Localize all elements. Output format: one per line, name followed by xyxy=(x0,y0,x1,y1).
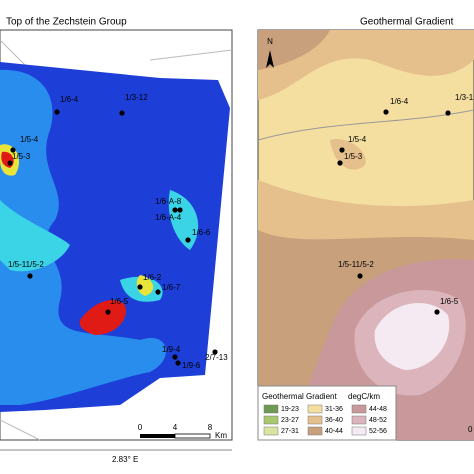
well-label: 1/6-A-8 xyxy=(155,197,182,206)
legend xyxy=(257,385,397,441)
gradient-band xyxy=(330,139,366,170)
zechstein-band xyxy=(0,69,167,405)
well-label: 1/6-4 xyxy=(390,97,409,106)
well-label: 1/5-3 xyxy=(344,152,363,161)
legend-swatch xyxy=(263,404,279,414)
legend-label: 52-56 xyxy=(369,428,387,435)
zechstein-highs xyxy=(0,190,199,302)
well-label: 1/6-4 xyxy=(60,95,79,104)
scale-segment xyxy=(174,433,211,439)
zechstein-peaks xyxy=(0,144,154,296)
legend-swatch xyxy=(263,415,279,425)
legend-unit: degC/km xyxy=(348,392,380,401)
well xyxy=(105,309,111,315)
legend-label: 48-52 xyxy=(369,417,387,424)
north-label: N xyxy=(267,37,273,46)
legend-label: 27-31 xyxy=(281,428,299,435)
panel-title: Top of the Zechstein Group xyxy=(6,17,127,28)
well xyxy=(172,354,178,360)
well xyxy=(337,160,343,166)
well xyxy=(155,289,161,295)
legend-label: 40-44 xyxy=(325,428,343,435)
left-wells: 1/6-4 1/3-12 1/5-4 1/5-3 1/6-A-8 1/6-A-4 1/6-6… xyxy=(7,93,228,370)
well-label: 1/5-11/5-2 xyxy=(338,260,374,269)
legend-swatch xyxy=(307,415,323,425)
well-label: 1/9-6 xyxy=(182,361,201,370)
legend-swatch xyxy=(351,415,367,425)
well-label: 1/6-5 xyxy=(110,297,129,306)
legend-label: 44-48 xyxy=(369,406,387,413)
legend-label: 36-40 xyxy=(325,417,343,424)
panel-title: Geothermal Gradient xyxy=(360,17,454,28)
well xyxy=(172,207,178,213)
gradient-band xyxy=(374,303,450,370)
corner-label: 0 xyxy=(468,425,473,434)
legend-label: 19-23 xyxy=(281,406,299,413)
legend-label: 31-36 xyxy=(325,406,343,413)
well-label: 1/5-4 xyxy=(348,135,367,144)
legend-label: 23-27 xyxy=(281,417,299,424)
well-label: 1/5-4 xyxy=(20,135,39,144)
well-label: 1/3-1 xyxy=(455,93,474,102)
well xyxy=(383,109,389,115)
gradient-band xyxy=(258,30,330,70)
scale-label: 0 xyxy=(138,423,143,432)
well-label: 1/6-7 xyxy=(162,283,181,292)
well-label: 1/5-3 xyxy=(12,152,31,161)
well xyxy=(434,309,440,315)
well xyxy=(357,273,363,279)
well xyxy=(339,147,345,153)
well xyxy=(212,349,218,355)
legend-swatch xyxy=(307,426,323,436)
well xyxy=(445,110,451,116)
legend-title: Geothermal Gradient xyxy=(262,392,337,401)
scale-label: 4 xyxy=(173,423,178,432)
well-label: 1/6-A-4 xyxy=(155,213,182,222)
scale-unit: Km xyxy=(215,431,227,440)
well-label: 1/3-12 xyxy=(125,93,148,102)
well xyxy=(54,109,60,115)
well-label: 1/6-6 xyxy=(192,228,211,237)
well-label: 1/6-2 xyxy=(143,273,162,282)
legend-swatch xyxy=(263,426,279,436)
well-label: 1/9-4 xyxy=(162,345,181,354)
well xyxy=(119,110,125,116)
well xyxy=(175,360,181,366)
legend-items: 19-23 23-27 27-31 31-36 36-40 40-44 44-48 48-52… xyxy=(263,404,387,436)
legend-swatch xyxy=(351,404,367,414)
scale-segment xyxy=(140,434,175,438)
north-arrow xyxy=(266,50,274,68)
well-label: 2/7-13 xyxy=(205,353,228,362)
well-label: 1/5-11/5-2 xyxy=(8,260,44,269)
well-label: 1/6-5 xyxy=(440,297,459,306)
well xyxy=(137,284,143,290)
well xyxy=(10,147,16,153)
scale-label: 8 xyxy=(208,423,213,432)
legend-swatch xyxy=(351,426,367,436)
right-wells: 1/6-4 1/3-1 1/5-4 1/5-3 1/5-11/5-2 1/6-5 xyxy=(337,93,474,315)
well xyxy=(185,237,191,243)
well xyxy=(27,273,33,279)
longitude-label: 2.83° E xyxy=(112,455,138,464)
zechstein-max xyxy=(1,151,126,335)
legend-swatch xyxy=(307,404,323,414)
well xyxy=(7,160,13,166)
well xyxy=(177,207,183,213)
